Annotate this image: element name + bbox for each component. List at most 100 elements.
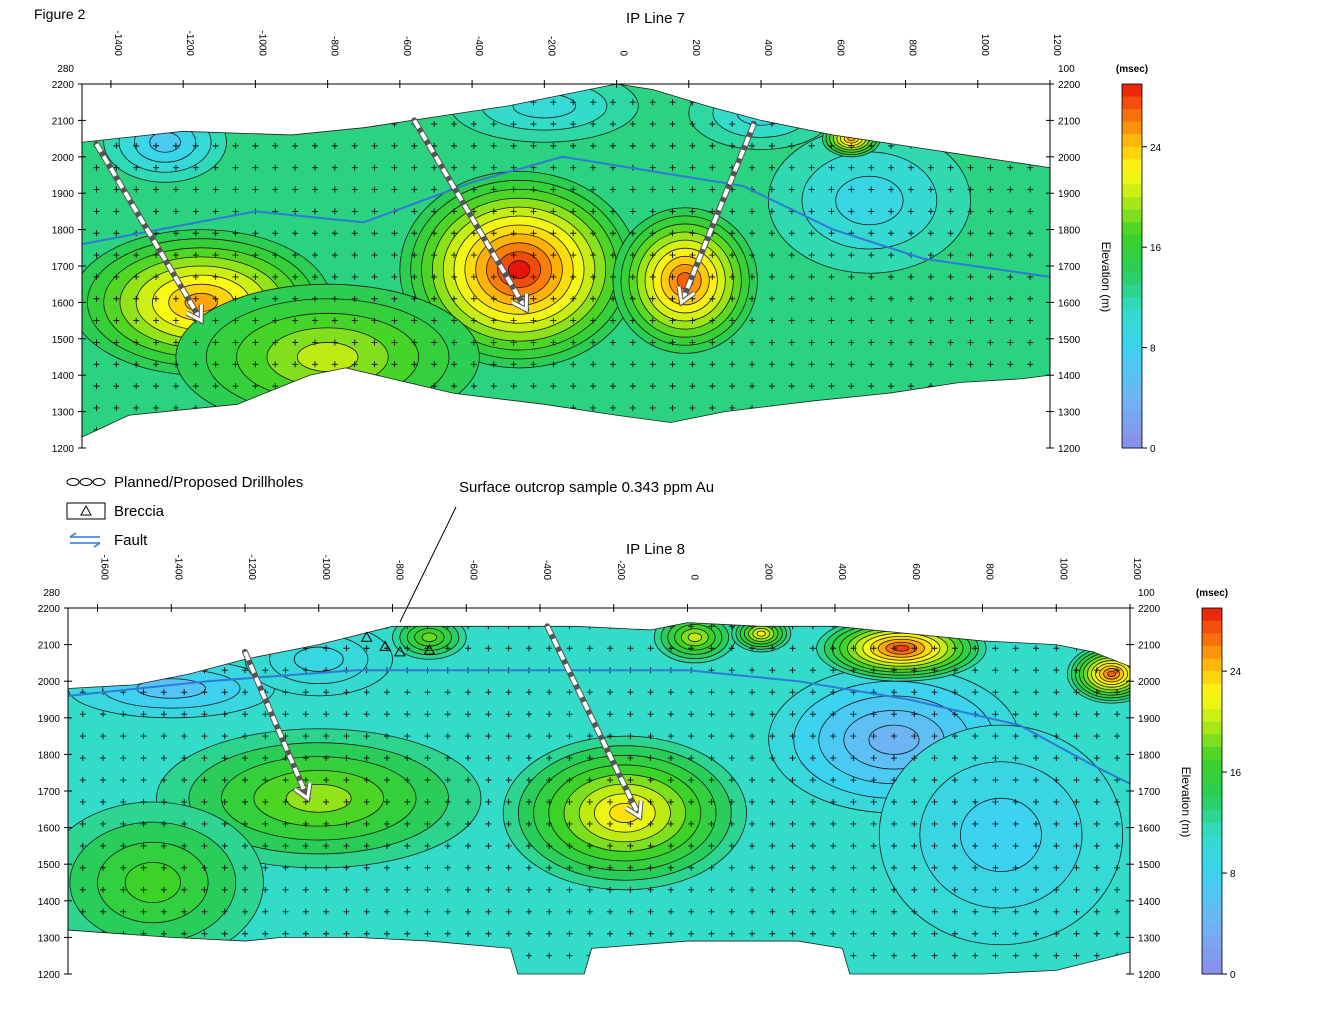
measurement-cross — [570, 230, 577, 237]
measurement-cross — [351, 317, 358, 324]
measurement-cross — [444, 842, 451, 849]
measurement-cross — [133, 164, 140, 171]
measurement-cross — [311, 208, 318, 215]
measurement-cross — [992, 886, 999, 893]
annotation-leader-line — [399, 506, 457, 623]
measurement-cross — [221, 930, 228, 937]
measurement-cross — [888, 339, 895, 346]
measurement-cross — [192, 142, 199, 149]
y-tick-label: 1300 — [38, 933, 61, 944]
measurement-cross — [530, 361, 537, 368]
measurement-cross — [850, 842, 857, 849]
measurement-cross — [911, 798, 918, 805]
contour-band — [507, 260, 531, 279]
y-tick-label: 1200 — [1138, 970, 1161, 981]
measurement-cross — [262, 777, 269, 784]
measurement-cross — [530, 252, 537, 259]
measurement-cross — [828, 142, 835, 149]
measurement-cross — [302, 689, 309, 696]
measurement-cross — [153, 339, 160, 346]
measurement-cross — [444, 755, 451, 762]
measurement-cross — [424, 689, 431, 696]
measurement-cross — [768, 273, 775, 280]
measurement-cross — [546, 798, 553, 805]
measurement-cross — [431, 208, 438, 215]
measurement-cross — [987, 99, 994, 106]
measurement-cross — [232, 230, 239, 237]
measurement-cross — [870, 952, 877, 959]
measurement-cross — [788, 404, 795, 411]
measurement-cross — [302, 864, 309, 871]
measurement-cross — [669, 142, 676, 149]
measurement-cross — [351, 230, 358, 237]
measurement-cross — [609, 426, 616, 433]
measurement-cross — [140, 952, 147, 959]
measurement-cross — [391, 142, 398, 149]
measurement-cross — [153, 404, 160, 411]
measurement-cross — [566, 952, 573, 959]
measurement-cross — [292, 164, 299, 171]
measurement-cross — [947, 186, 954, 193]
measurement-cross — [242, 711, 248, 718]
measurement-cross — [505, 711, 512, 718]
measurement-cross — [749, 208, 756, 215]
measurement-cross — [470, 142, 477, 149]
measurement-cross — [510, 121, 517, 128]
measurement-cross — [808, 295, 815, 302]
anomaly-7 — [1066, 644, 1130, 704]
measurement-cross — [252, 383, 259, 390]
corner-label-left: 280 — [57, 64, 74, 75]
measurement-cross — [868, 142, 875, 149]
x-tick-label: -1000 — [256, 30, 267, 56]
measurement-cross — [292, 121, 299, 128]
measurement-cross — [570, 361, 577, 368]
measurement-cross — [252, 426, 259, 433]
chart-title-line-7: IP Line 7 — [626, 10, 685, 27]
measurement-cross — [181, 645, 188, 652]
measurement-cross — [566, 798, 573, 805]
measurement-cross — [490, 404, 497, 411]
measurement-cross — [891, 886, 897, 893]
measurement-cross — [153, 426, 160, 433]
x-tick-label: 600 — [834, 39, 845, 56]
measurement-cross — [931, 777, 938, 784]
measurement-cross — [505, 820, 512, 827]
measurement-cross — [451, 99, 458, 106]
measurement-cross — [113, 230, 120, 237]
measurement-cross — [768, 99, 775, 106]
measurement-cross — [444, 820, 451, 827]
measurement-cross — [424, 820, 431, 827]
measurement-cross — [728, 777, 735, 784]
measurement-cross — [1012, 842, 1019, 849]
measurement-cross — [292, 361, 299, 368]
measurement-cross — [311, 99, 318, 106]
measurement-cross — [505, 798, 512, 805]
measurement-cross — [888, 186, 895, 193]
measurement-cross — [431, 99, 438, 106]
measurement-cross — [546, 777, 553, 784]
measurement-cross — [688, 798, 695, 805]
measurement-cross — [627, 886, 634, 893]
measurement-cross — [262, 842, 269, 849]
measurement-cross — [510, 317, 517, 324]
measurement-cross — [192, 164, 199, 171]
measurement-cross — [120, 908, 127, 915]
y-tick-label: 1800 — [52, 226, 75, 237]
measurement-cross — [550, 186, 557, 193]
measurement-cross — [404, 689, 411, 696]
measurement-cross — [371, 186, 378, 193]
anomaly-6 — [816, 622, 987, 682]
measurement-cross — [931, 798, 938, 805]
measurement-cross — [79, 908, 86, 915]
corner-label-left: 280 — [43, 588, 60, 599]
measurement-cross — [411, 186, 418, 193]
measurement-cross — [992, 842, 999, 849]
measurement-cross — [272, 404, 279, 411]
breccia-symbol — [360, 631, 373, 642]
colorbar-segment — [1202, 683, 1222, 697]
measurement-cross — [870, 645, 877, 652]
measurement-cross — [987, 252, 994, 259]
measurement-cross — [331, 164, 338, 171]
measurement-cross — [911, 908, 918, 915]
measurement-cross — [424, 908, 431, 915]
